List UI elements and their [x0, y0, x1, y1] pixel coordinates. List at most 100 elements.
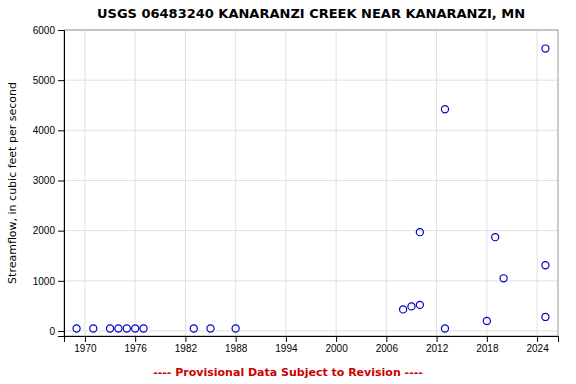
point: [115, 325, 122, 332]
point: [441, 106, 448, 113]
x-axis-tick: 1976: [125, 336, 148, 354]
grid-line-x: [436, 30, 437, 336]
x-axis-tick-mark: [135, 336, 136, 342]
point: [232, 325, 239, 332]
point: [441, 325, 448, 332]
x-axis-line: [65, 337, 559, 343]
grid-line-y: [64, 80, 558, 81]
x-axis-tick-mark: [286, 336, 287, 342]
point: [140, 325, 147, 332]
point: [400, 306, 407, 313]
y-axis-tick-label: 6000: [33, 25, 56, 36]
y-axis-tick-mark: [58, 180, 64, 181]
y-axis-tick-mark: [58, 130, 64, 131]
x-axis-tick-label: 2006: [376, 343, 399, 354]
grid-line-x: [84, 30, 85, 336]
x-axis-tick: 2018: [476, 336, 499, 354]
x-axis-tick-mark: [236, 336, 237, 342]
y-axis-tick-label: 2000: [33, 225, 56, 236]
grid-line-x: [285, 30, 286, 336]
y-axis-tick: 1000: [33, 276, 64, 287]
y-axis-tick-label: 1000: [33, 276, 56, 287]
point: [483, 317, 490, 324]
grid-line-x: [537, 30, 538, 336]
x-axis-tick-mark: [336, 336, 337, 342]
plot: 1970 1976 1982 1988 1994 2000 2006 2012 2018 2024…: [33, 25, 559, 354]
x-axis-tick: 2012: [426, 336, 449, 354]
chart: 1970 1976 1982 1988 1994 2000 2006 2012 2018 2024…: [0, 0, 576, 384]
grid-line-x: [235, 30, 236, 336]
x-axis-tick-label: 2024: [526, 343, 549, 354]
point: [408, 303, 415, 310]
y-axis-tick: 5000: [33, 75, 64, 86]
grid-line-x: [336, 30, 337, 336]
x-axis-tick-mark: [437, 336, 438, 342]
point: [416, 301, 423, 308]
point: [207, 325, 214, 332]
y-axis-tick-label: 5000: [33, 75, 56, 86]
x-axis-tick-mark: [386, 336, 387, 342]
x-axis-tick-mark: [487, 336, 488, 342]
point: [90, 325, 97, 332]
point: [542, 45, 549, 52]
x-axis-tick-label: 1994: [275, 343, 298, 354]
y-axis-tick-mark: [58, 80, 64, 81]
y-axis-tick-mark: [58, 331, 64, 332]
point: [416, 229, 423, 236]
points: [73, 45, 549, 332]
y-axis-tick: 4000: [33, 125, 64, 136]
y-axis-tick-mark: [58, 231, 64, 232]
grid-line-y: [64, 130, 558, 131]
point: [132, 325, 139, 332]
plot-frame: [64, 30, 558, 336]
x-axis: 1970 1976 1982 1988 1994 2000 2006 2012 2018 2024: [65, 336, 559, 354]
x-axis-tick-label: 2012: [426, 343, 449, 354]
point: [492, 234, 499, 241]
footnote: ---- Provisional Data Subject to Revisio…: [153, 366, 423, 379]
y-axis-line: [58, 31, 65, 337]
x-axis-tick: 2024: [526, 336, 549, 354]
x-axis-tick: 2000: [325, 336, 348, 354]
x-axis-tick: 2006: [376, 336, 399, 354]
x-axis-tick: 1988: [225, 336, 248, 354]
x-axis-tick-label: 1982: [175, 343, 198, 354]
grid-line-x: [486, 30, 487, 336]
y-axis-tick: 3000: [33, 175, 64, 186]
grid-line-y: [64, 280, 558, 281]
point: [542, 313, 549, 320]
point: [123, 325, 130, 332]
x-axis-tick-mark: [85, 336, 86, 342]
grid-line-x: [135, 30, 136, 336]
y-axis: 0 1000 2000 3000 4000 5000 6000: [33, 25, 65, 337]
y-axis-tick-label: 3000: [33, 175, 56, 186]
y-axis-tick-mark: [58, 30, 64, 31]
x-axis-tick: 1970: [74, 336, 97, 354]
x-axis-tick: 1982: [175, 336, 198, 354]
x-axis-tick-mark: [185, 336, 186, 342]
point: [542, 262, 549, 269]
y-axis-tick: 6000: [33, 25, 64, 36]
x-axis-tick-label: 1988: [225, 343, 248, 354]
point: [500, 275, 507, 282]
x-axis-tick: 1994: [275, 336, 298, 354]
point: [106, 325, 113, 332]
grid: [64, 30, 558, 336]
y-axis-tick-mark: [58, 281, 64, 282]
y-axis-tick: 0: [49, 326, 64, 337]
x-axis-tick-label: 2000: [325, 343, 348, 354]
x-axis-tick-mark: [537, 336, 538, 342]
title: USGS 06483240 KANARANZI CREEK NEAR KANAR…: [97, 6, 525, 21]
grid-line-y: [64, 180, 558, 181]
point: [190, 325, 197, 332]
y-axis-title: Streamflow, in cubic feet per second: [6, 82, 19, 284]
x-axis-tick-label: 2018: [476, 343, 499, 354]
point: [73, 325, 80, 332]
grid-line-x: [185, 30, 186, 336]
y-axis-tick-label: 4000: [33, 125, 56, 136]
y-axis-tick: 2000: [33, 225, 64, 236]
y-axis-tick-label: 0: [49, 326, 55, 337]
x-axis-tick-label: 1976: [125, 343, 148, 354]
grid-line-x: [386, 30, 387, 336]
grid-line-y: [64, 230, 558, 231]
x-axis-tick-label: 1970: [74, 343, 97, 354]
